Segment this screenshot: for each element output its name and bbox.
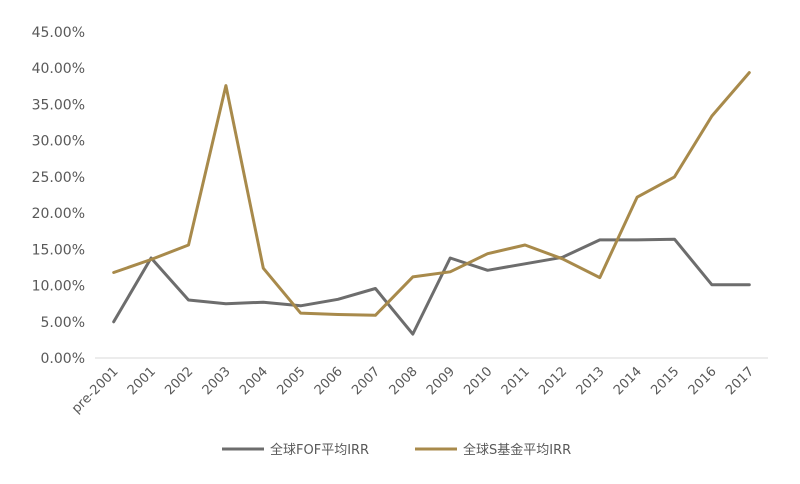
x-tick-label: 2001 [125, 364, 159, 398]
x-axis-tick-labels: pre-2001 2001 2002 2003 2004 2005 2006 2007 2008… [69, 364, 757, 416]
x-tick-label: 2016 [686, 364, 720, 398]
legend-label-2: 全球S基金平均IRR [463, 442, 571, 458]
x-tick-label: 2014 [611, 364, 645, 398]
series-line-1 [112, 237, 751, 336]
y-tick-label: 15.00% [32, 242, 85, 258]
x-tick-label: 2012 [536, 364, 570, 398]
y-tick-label: 30.00% [32, 134, 85, 150]
y-tick-label: 35.00% [32, 97, 85, 113]
y-tick-label: 20.00% [32, 206, 85, 222]
y-tick-label: 10.00% [32, 279, 85, 295]
series-line-2 [112, 71, 751, 317]
y-tick-label: 45.00% [32, 25, 85, 41]
x-tick-label: 2005 [274, 364, 308, 398]
x-tick-label: 2013 [574, 364, 608, 398]
x-tick-label: 2010 [461, 364, 495, 398]
x-tick-label: 2007 [349, 364, 383, 398]
x-tick-label: 2004 [237, 364, 271, 398]
x-tick-label: 2011 [499, 364, 533, 398]
x-tick-label: 2003 [200, 364, 234, 398]
legend-label-1: 全球FOF平均IRR [270, 442, 369, 458]
y-axis-tick-labels: 0.00% 5.00% 10.00% 15.00% 20.00% 25.00% 30.00%… [32, 25, 85, 367]
x-tick-label: 2006 [312, 364, 346, 398]
x-tick-label: 2002 [162, 364, 196, 398]
series-lines [112, 71, 751, 336]
y-tick-label: 0.00% [41, 351, 85, 367]
y-tick-label: 25.00% [32, 170, 85, 186]
x-tick-label: 2008 [387, 364, 421, 398]
legend: 全球FOF平均IRR 全球S基金平均IRR [222, 442, 571, 458]
x-tick-label: 2017 [723, 364, 757, 398]
x-tick-label: 2015 [648, 364, 682, 398]
y-tick-label: 5.00% [41, 315, 85, 331]
x-tick-label: pre-2001 [69, 364, 121, 416]
x-tick-label: 2009 [424, 364, 458, 398]
y-tick-label: 40.00% [32, 61, 85, 77]
